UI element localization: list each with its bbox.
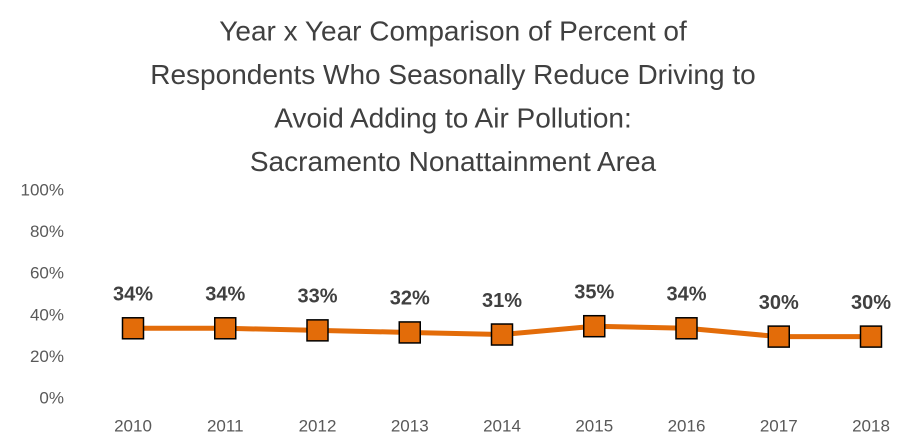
chart-title: Avoid Adding to Air Pollution: — [274, 102, 632, 133]
x-tick-label: 2017 — [760, 416, 798, 435]
marker — [859, 325, 883, 348]
marker — [675, 317, 698, 340]
chart-title: Sacramento Nonattainment Area — [250, 146, 657, 177]
marker — [214, 317, 237, 340]
x-tick-label: 2012 — [299, 416, 337, 435]
y-tick-label: 40% — [30, 305, 64, 324]
y-tick-label: 100% — [21, 180, 64, 199]
marker — [490, 323, 514, 346]
x-tick-label: 2010 — [114, 416, 152, 435]
data-label: 34% — [666, 284, 706, 306]
x-tick-label: 2013 — [391, 416, 429, 435]
x-tick-label: 2016 — [668, 416, 706, 435]
y-tick-label: 60% — [30, 264, 64, 283]
x-tick-label: 2011 — [207, 416, 244, 435]
x-tick-label: 2014 — [483, 416, 521, 435]
x-tick-label: 2018 — [852, 416, 890, 435]
data-label: 32% — [390, 288, 430, 310]
marker — [583, 314, 606, 338]
marker — [398, 321, 421, 344]
y-tick-label: 20% — [30, 347, 64, 366]
data-label: 33% — [297, 286, 337, 308]
marker — [306, 319, 329, 342]
x-tick-label: 2015 — [575, 416, 613, 435]
data-label: 31% — [482, 290, 522, 312]
data-label: 34% — [113, 284, 153, 306]
chart-title: Respondents Who Seasonally Reduce Drivin… — [150, 59, 755, 90]
chart-title: Year x Year Comparison of Percent of — [219, 15, 687, 46]
data-label: 34% — [205, 284, 245, 306]
y-tick-label: 80% — [30, 222, 64, 241]
y-tick-label: 0% — [39, 388, 64, 407]
data-label: 35% — [574, 281, 614, 303]
marker — [767, 325, 790, 348]
data-label: 30% — [851, 292, 891, 314]
marker — [121, 317, 145, 340]
data-label: 30% — [759, 292, 799, 314]
